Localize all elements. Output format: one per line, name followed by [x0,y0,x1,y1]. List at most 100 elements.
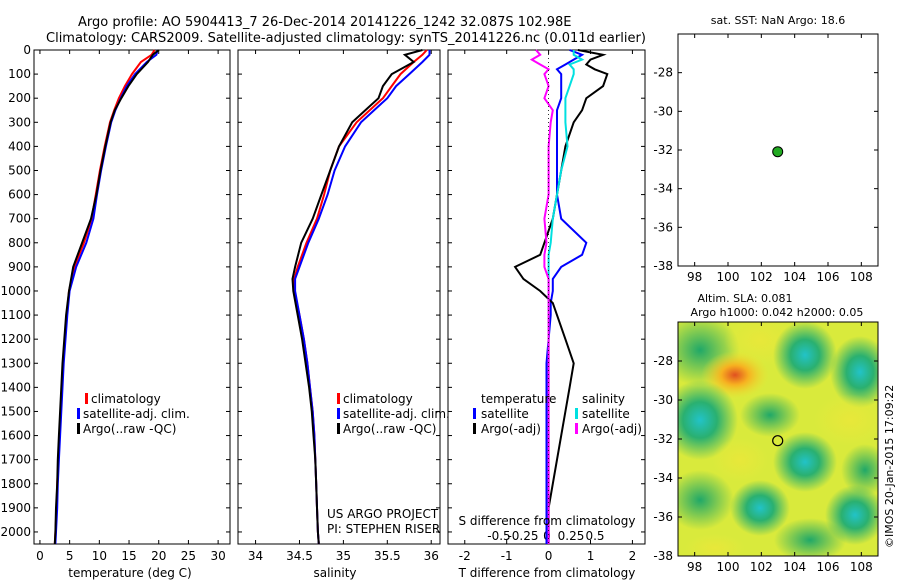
legend-swatch-s-argo [575,423,578,434]
sla-blob [814,394,878,446]
y-tick-label: 1200 [0,332,31,346]
legend-label-t-argo: Argo(-adj) [481,422,541,436]
x-tick-label: 2 [629,549,637,563]
temperature-legend: climatology satellite-adj. clim. Argo(..… [77,392,190,436]
y-tick-label: 1800 [0,477,31,491]
map-x-tick-label: 106 [817,560,840,574]
sla-map-ticks: 98 100 102 104 106 108 -28 -30 -32 -34 -36 -38 [653,322,878,574]
diff-s-label: S difference from climatology [459,514,636,528]
legend-label-s-argo: Argo(-adj) [582,422,642,436]
sla-heatmap [678,322,878,556]
sla-blob [678,380,738,460]
series-line-t-satellite [545,49,588,544]
difference-lines [513,49,609,544]
map-y-tick-label: -28 [653,354,673,368]
x-tick-label: 10 [92,549,107,563]
argo-float-marker [772,435,784,447]
x-tick-label: 20 [151,549,166,563]
map-x-tick-label: 108 [850,560,873,574]
sla-blob [685,534,745,556]
diff-xlabel: T difference from climatology [458,566,636,580]
x-tick-label: 36 [424,549,439,563]
salinity-axes [237,49,441,545]
map-x-tick-label: 106 [817,270,840,284]
x-tick-label: 15 [121,549,136,563]
temperature-axes [33,49,231,545]
legend-swatch-t-satellite [473,408,476,419]
legend-swatch-t-argo [473,423,476,434]
y-tick-label: 1700 [0,453,31,467]
y-tick-label: 1300 [0,356,31,370]
y-tick-label: 700 [8,212,31,226]
sla-blob [730,480,790,536]
sla-blob [774,518,846,556]
map-x-tick-label: 100 [717,560,740,574]
legend-label-satellite: satellite-adj. clim. [83,407,190,421]
x-tick-label: 25 [181,549,196,563]
legend-swatch-climatology [85,393,88,404]
map-x-tick-label: 100 [717,270,740,284]
map-y-tick-label: -38 [653,549,673,563]
salinity-legend: climatology satellite-adj. clim. Argo(..… [337,392,450,436]
sla-blob [841,444,878,496]
temperature-lines [53,49,160,545]
x-tick-label-salinity: -0.25 [507,529,538,543]
y-tick-label: 1600 [0,429,31,443]
salinity-x-ticks: 34 34.5 35 35.5 36 [248,50,439,563]
map-y-tick-label: -34 [653,182,673,196]
map-y-tick-label: -34 [653,471,673,485]
difference-x-ticks: -2 -1 0 1 2-0.5-0.25 0 0.25 0.5 [459,50,636,563]
difference-depth-ticks [448,49,645,533]
legend-header-salinity: salinity [582,392,625,406]
x-tick-label: 0 [545,549,553,563]
x-tick-label-salinity: 0.5 [585,529,604,543]
y-tick-label: 1100 [0,308,31,322]
argo-float-marker [772,146,784,158]
temperature-xlabel: temperature (deg C) [68,566,191,580]
map-x-tick-label: 98 [687,270,702,284]
difference-legend: temperature salinity satellite Argo(-adj… [473,392,642,436]
map-y-tick-label: -38 [653,259,673,273]
x-tick-label-salinity: 0.25 [558,529,585,543]
map-x-tick-label: 104 [783,560,806,574]
y-tick-label: 600 [8,188,31,202]
series-line-t-argo [513,49,609,544]
legend-label-climatology: climatology [91,392,161,406]
legend-label-s-satellite: satellite [582,407,630,421]
map-x-tick-label: 102 [750,560,773,574]
imos-credit: ©IMOS 20-Jan-2015 17:09:22 [883,385,896,548]
sla-map-subtitle: Argo h1000: 0.042 h2000: 0.05 [691,306,864,319]
sst-map-ticks: 98 100 102 104 106 108 -28 -30 -32 -34 -36 -38 [653,34,878,284]
x-tick-label: 35 [336,549,351,563]
salinity-panel: 34 34.5 35 35.5 36 salinity climatology sate… [237,49,450,580]
map-x-tick-label: 108 [850,270,873,284]
project-annotation: US ARGO PROJECT [327,507,439,521]
legend-label-argo: Argo(..raw -QC) [83,422,176,436]
map-y-tick-label: -36 [653,220,673,234]
y-tick-label: 800 [8,236,31,250]
map-y-tick-label: -36 [653,510,673,524]
series-line-s-argo [529,49,554,544]
map-x-tick-label: 98 [687,560,702,574]
difference-panel: -2 -1 0 1 2-0.5-0.25 0 0.25 0.5 T difference fr… [447,49,646,580]
x-tick-label: 34.5 [286,549,313,563]
y-tick-label: 900 [8,260,31,274]
pi-annotation: PI: STEPHEN RISER [327,522,440,536]
sla-map-title: Altim. SLA: 0.081 [697,292,792,305]
series-line-satellite-adj-clim- [54,49,159,545]
map-x-tick-label: 102 [750,270,773,284]
x-tick-label: 1 [587,549,595,563]
sla-blob [830,336,878,408]
map-x-tick-label: 104 [783,270,806,284]
y-tick-label: 200 [8,91,31,105]
y-tick-label: 500 [8,163,31,177]
legend-swatch-climatology [337,393,340,404]
depth-axis-ticks: 0 100 200 300 400 500 600 700 800 900 1000 1100 1200… [0,43,230,539]
y-tick-label: 1400 [0,380,31,394]
map-y-tick-label: -30 [653,104,673,118]
legend-swatch-s-satellite [575,408,578,419]
temperature-panel: 0100200300400500600700800900100011001200… [0,43,231,580]
series-line-s-satellite [547,50,585,544]
x-tick-label: -1 [501,549,513,563]
y-tick-label: 1900 [0,501,31,515]
